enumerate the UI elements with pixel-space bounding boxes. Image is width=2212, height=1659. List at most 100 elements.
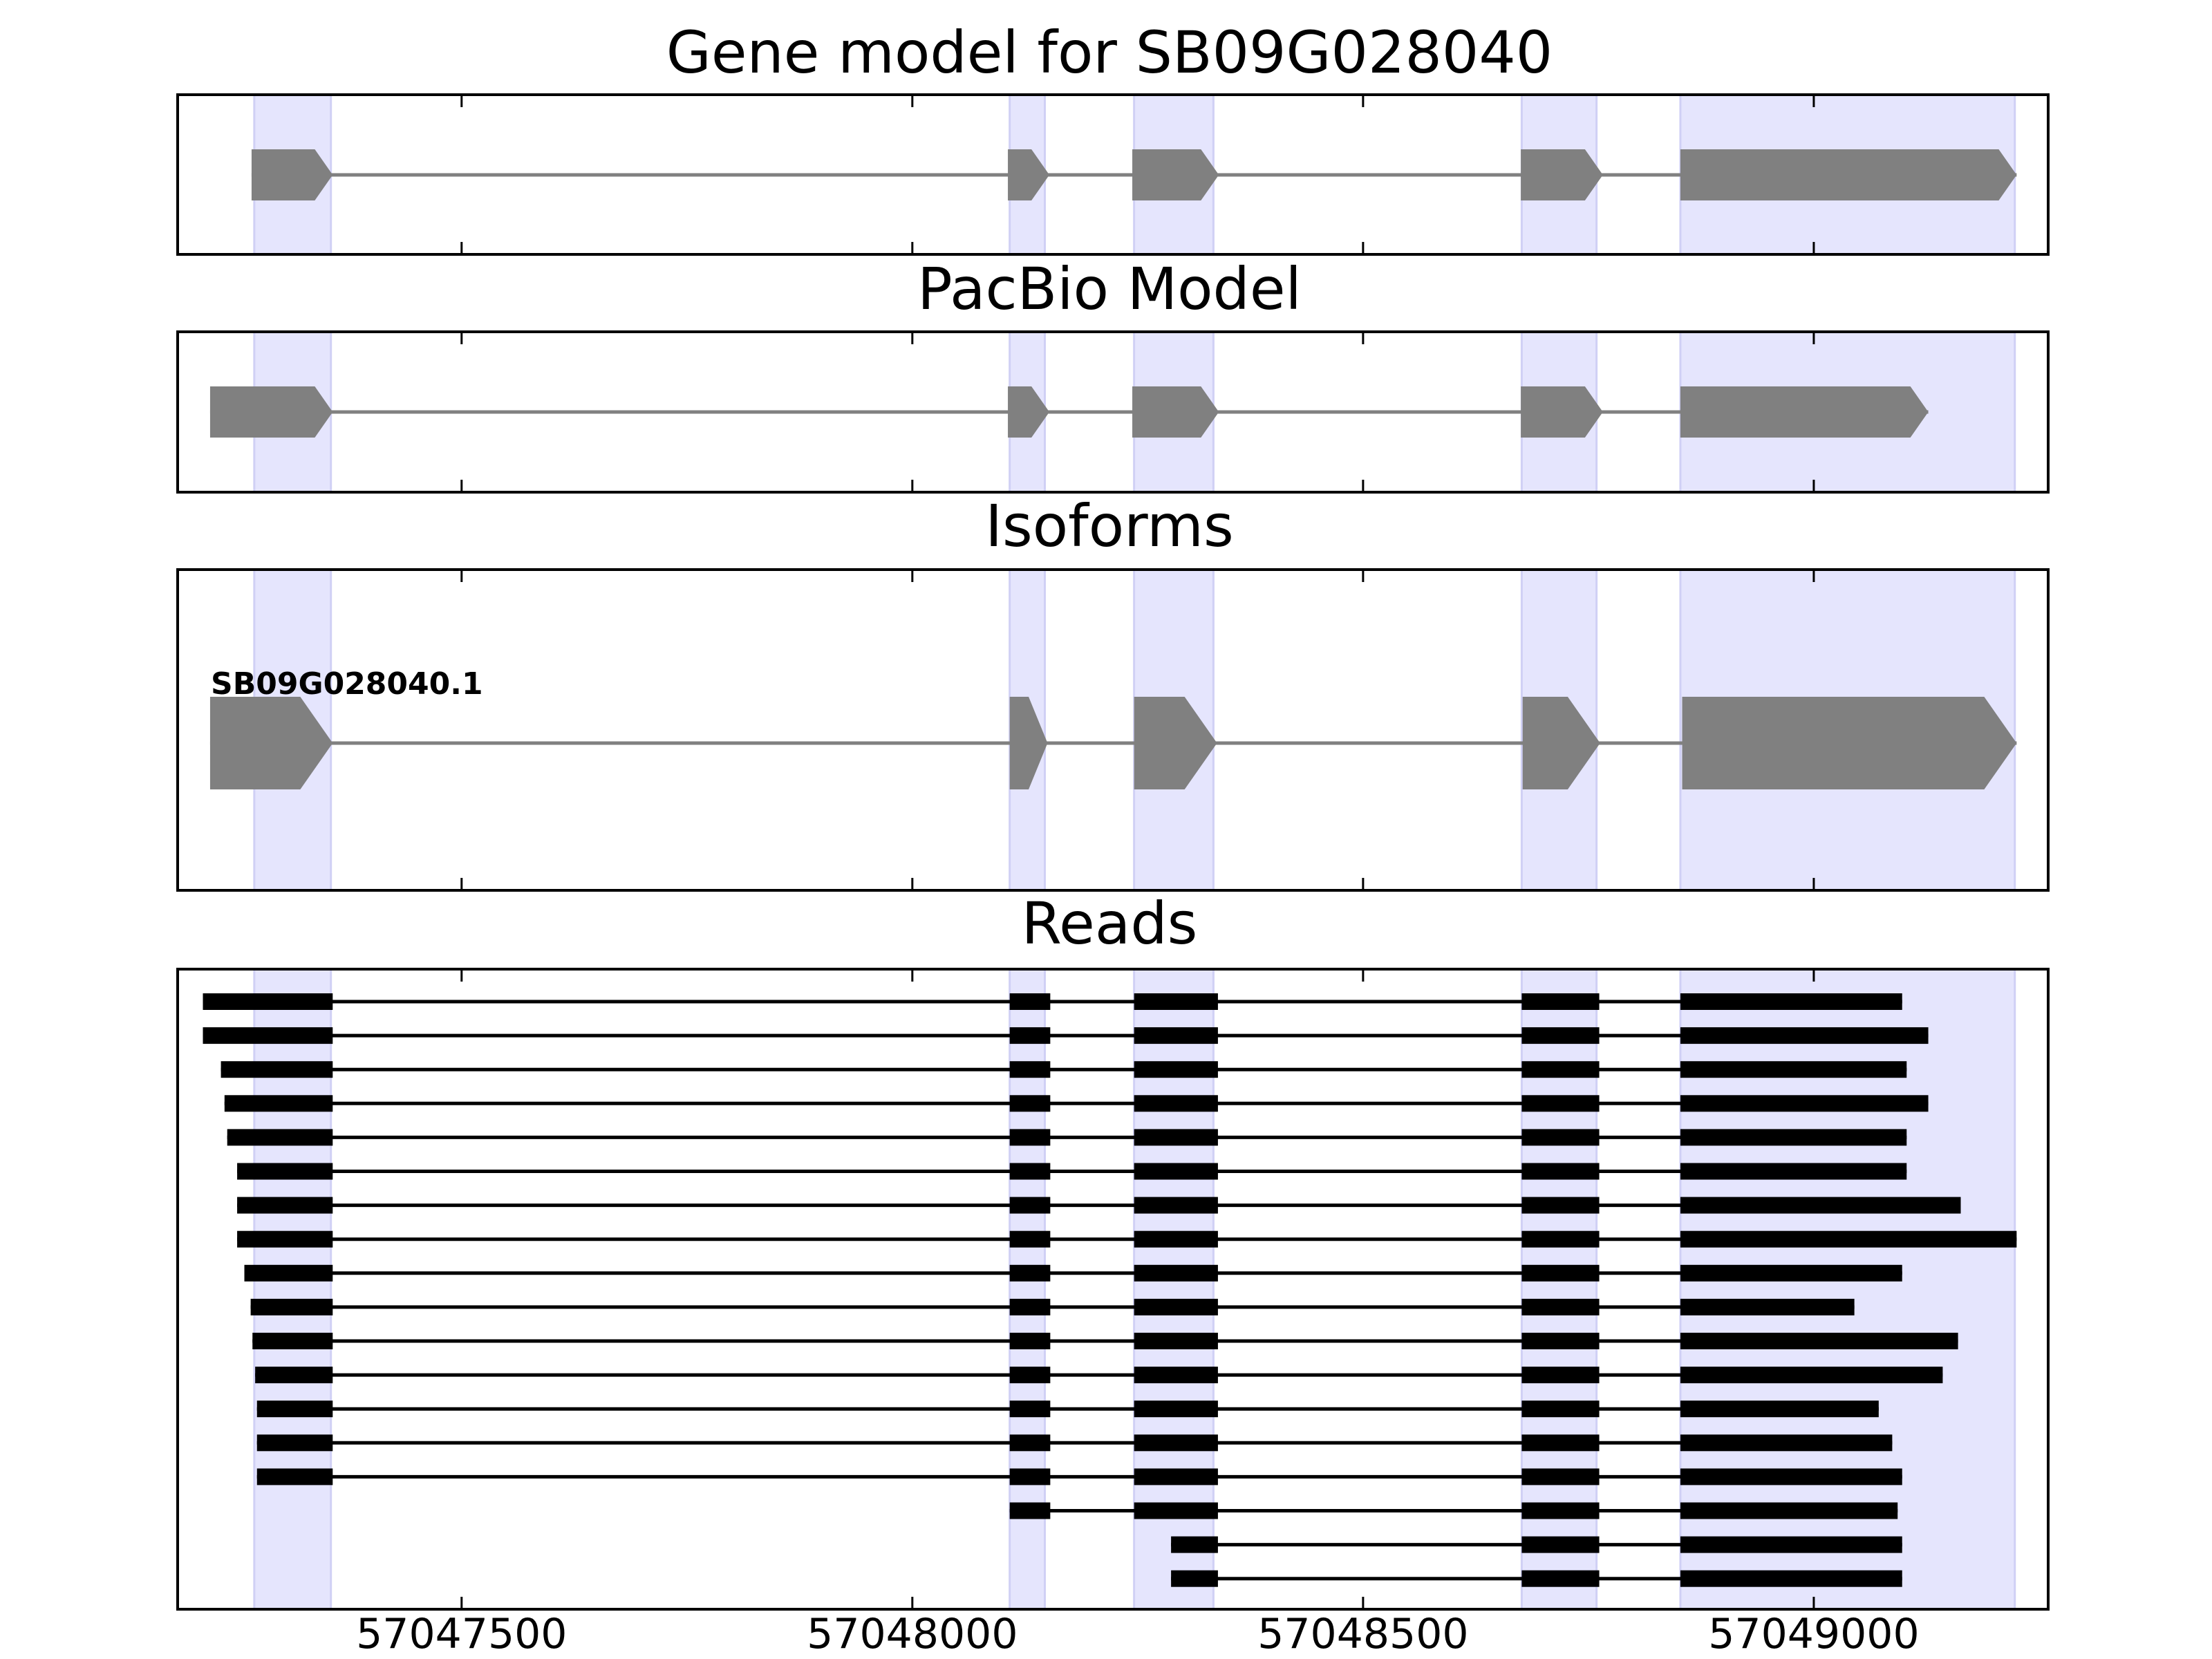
read-13-block-4: [1521, 1400, 1600, 1418]
read-18-block-1: [1171, 1570, 1218, 1587]
read-15-block-1: [256, 1468, 333, 1485]
read-11-block-1: [252, 1333, 333, 1349]
read-14-block-5: [1680, 1434, 1893, 1452]
exon-isoform-3: [1134, 697, 1217, 789]
read-14-block-3: [1134, 1434, 1218, 1452]
read-3-block-1: [221, 1061, 333, 1078]
read-12-block-1: [255, 1367, 333, 1384]
read-2-block-3: [1134, 1027, 1218, 1044]
exon-gene-4: [1521, 149, 1603, 200]
read-14-block-4: [1521, 1434, 1600, 1452]
read-7-block-3: [1134, 1197, 1218, 1214]
read-4-block-4: [1521, 1095, 1600, 1112]
read-17-block-2: [1521, 1536, 1600, 1553]
exon-isoform-4: [1522, 697, 1600, 789]
exon-isoform-2: [1009, 697, 1048, 789]
read-3-block-4: [1521, 1061, 1600, 1078]
read-2-block-5: [1680, 1027, 1929, 1044]
read-14-block-2: [1009, 1434, 1051, 1452]
read-4-block-2: [1009, 1095, 1051, 1112]
read-8-block-3: [1134, 1230, 1218, 1248]
read-4-block-5: [1680, 1095, 1929, 1112]
read-9-block-1: [244, 1264, 333, 1282]
read-3-block-2: [1009, 1061, 1051, 1078]
exon-gene-5: [1680, 149, 2017, 200]
read-12-block-3: [1134, 1367, 1218, 1384]
panel-title-gene: Gene model for SB09G028040: [666, 19, 1553, 86]
read-2-block-4: [1521, 1027, 1600, 1044]
read-11-block-4: [1521, 1333, 1600, 1349]
panel-title-reads: Reads: [1022, 890, 1198, 957]
read-1-block-2: [1009, 993, 1051, 1010]
read-8-block-1: [237, 1230, 333, 1248]
read-13-block-1: [256, 1400, 333, 1418]
exon-gene-1: [251, 149, 333, 200]
read-10-block-1: [250, 1298, 333, 1315]
exon-pacbio-2: [1008, 386, 1050, 438]
read-7-block-1: [237, 1197, 333, 1214]
panel-gene-model: [176, 93, 2050, 256]
panel-title-pacbio: PacBio Model: [917, 255, 1302, 323]
read-1-block-4: [1521, 993, 1600, 1010]
x-tick-label-2: 57048000: [807, 1610, 1018, 1658]
read-16-block-2: [1134, 1502, 1218, 1519]
panel-pacbio-model: [176, 330, 2050, 494]
x-tick-label-1: 57047500: [356, 1610, 567, 1658]
read-5-block-4: [1521, 1129, 1600, 1146]
exon-gene-2: [1008, 149, 1050, 200]
read-12-block-5: [1680, 1367, 1943, 1384]
read-3-block-5: [1680, 1061, 1907, 1078]
panel-reads: [176, 968, 2050, 1611]
read-10-block-5: [1680, 1298, 1855, 1315]
read-13-block-2: [1009, 1400, 1051, 1418]
read-9-block-5: [1680, 1264, 1902, 1282]
exon-pacbio-4: [1521, 386, 1603, 438]
panel-isoforms: [176, 568, 2050, 892]
read-13-block-5: [1680, 1400, 1879, 1418]
read-2-block-2: [1009, 1027, 1051, 1044]
read-10-block-4: [1521, 1298, 1600, 1315]
exon-gene-3: [1132, 149, 1219, 200]
read-5-block-2: [1009, 1129, 1051, 1146]
panel-title-isoforms: Isoforms: [985, 492, 1234, 560]
read-8-block-5: [1680, 1230, 2017, 1248]
read-16-block-1: [1009, 1502, 1051, 1519]
axes-frame-reads: [176, 968, 2050, 1611]
x-axis-tick-labels: 57047500 57048000 57048500 57049000: [356, 1610, 1920, 1658]
read-9-block-2: [1009, 1264, 1051, 1282]
read-5-block-1: [227, 1129, 333, 1146]
read-9-block-4: [1521, 1264, 1600, 1282]
axes-frame-gene: [176, 93, 2050, 256]
read-12-block-4: [1521, 1367, 1600, 1384]
read-14-block-1: [256, 1434, 333, 1452]
read-4-block-1: [224, 1095, 333, 1112]
read-6-block-4: [1521, 1163, 1600, 1180]
read-17-block-3: [1680, 1536, 1902, 1553]
read-11-block-3: [1134, 1333, 1218, 1349]
axes-frame-isoforms: [176, 568, 2050, 892]
read-1-block-5: [1680, 993, 1902, 1010]
read-18-block-3: [1680, 1570, 1902, 1587]
read-7-block-5: [1680, 1197, 1961, 1214]
read-15-block-2: [1009, 1468, 1051, 1485]
read-7-block-4: [1521, 1197, 1600, 1214]
read-2-block-1: [203, 1027, 333, 1044]
read-1-block-3: [1134, 993, 1218, 1010]
read-6-block-5: [1680, 1163, 1907, 1180]
read-8-block-2: [1009, 1230, 1051, 1248]
x-tick-label-3: 57048500: [1257, 1610, 1468, 1658]
read-15-block-4: [1521, 1468, 1600, 1485]
read-5-block-5: [1680, 1129, 1907, 1146]
read-18-block-2: [1521, 1570, 1600, 1587]
read-17-block-1: [1171, 1536, 1218, 1553]
exon-pacbio-5: [1680, 386, 1929, 438]
exon-pacbio-3: [1132, 386, 1219, 438]
exon-isoform-1: [209, 697, 333, 789]
read-5-block-3: [1134, 1129, 1218, 1146]
read-10-block-3: [1134, 1298, 1218, 1315]
read-11-block-2: [1009, 1333, 1051, 1349]
read-6-block-2: [1009, 1163, 1051, 1180]
read-6-block-3: [1134, 1163, 1218, 1180]
read-8-block-4: [1521, 1230, 1600, 1248]
read-6-block-1: [237, 1163, 333, 1180]
